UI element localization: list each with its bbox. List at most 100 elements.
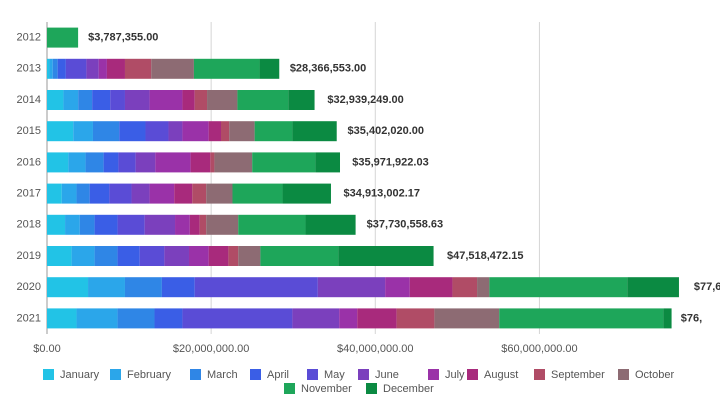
y-tick-label: 2017 <box>17 188 41 200</box>
bar-segment <box>208 246 229 266</box>
bar-segment <box>118 152 136 173</box>
y-tick-label: 2018 <box>17 219 41 231</box>
bar-segment <box>305 214 356 235</box>
legend-label: October <box>635 369 674 381</box>
y-tick-label: 2016 <box>17 156 41 168</box>
bar-segment <box>149 90 183 110</box>
bar-segment <box>65 214 80 235</box>
y-tick-label: 2013 <box>17 63 41 75</box>
bar-segment <box>145 121 169 142</box>
bar-segment <box>61 183 77 204</box>
bar-segment <box>194 90 208 110</box>
bar-segment <box>339 308 358 329</box>
x-tick-label: $0.00 <box>33 343 61 355</box>
legend-label: February <box>127 369 172 381</box>
total-label: $37,730,558.63 <box>367 219 443 231</box>
bar-segment <box>182 121 209 142</box>
bar-segment <box>124 277 162 298</box>
bar-segment <box>149 183 175 204</box>
bar-segment <box>135 152 156 173</box>
bar-segment <box>161 277 195 298</box>
bar-segment <box>76 183 90 204</box>
y-tick-label: 2019 <box>17 250 41 262</box>
y-tick-label: 2020 <box>17 281 41 293</box>
bar-segment <box>260 246 339 266</box>
legend-label: November <box>301 383 352 395</box>
bar-segment <box>151 58 194 79</box>
bar-segment <box>208 121 221 142</box>
bar-segment <box>117 214 145 235</box>
bar-segment <box>254 121 293 142</box>
bar-segment <box>229 121 255 142</box>
bar-segment <box>63 90 79 110</box>
bar-segment <box>292 308 340 329</box>
bar-segment <box>288 90 315 110</box>
legend-swatch <box>358 369 369 380</box>
bar-segment <box>47 308 77 329</box>
bar-segment <box>47 214 66 235</box>
bar-segment <box>131 183 150 204</box>
bar-segment <box>206 183 233 204</box>
legend-swatch <box>284 383 295 394</box>
legend-label: May <box>324 369 345 381</box>
x-tick-label: $20,000,000.00 <box>173 343 249 355</box>
bar-segment <box>489 277 628 298</box>
bar-segment <box>214 152 253 173</box>
bar-segment <box>73 121 93 142</box>
bar-segment <box>79 214 95 235</box>
bar-segment <box>76 308 118 329</box>
legend-swatch <box>428 369 439 380</box>
bar-segment <box>155 152 191 173</box>
bar-segment <box>47 90 64 110</box>
bar-segment <box>65 58 87 79</box>
bar-segment <box>92 90 111 110</box>
legend-label: January <box>60 369 100 381</box>
bar-segment <box>259 58 280 79</box>
bar-segment <box>117 246 140 266</box>
bar-segment <box>85 152 104 173</box>
bar-segment <box>210 152 215 173</box>
legend-swatch <box>467 369 478 380</box>
bar-segment <box>232 183 283 204</box>
bar-segment <box>317 277 386 298</box>
total-label: $35,402,020.00 <box>348 125 424 137</box>
y-tick-label: 2014 <box>17 94 41 106</box>
bar-segment <box>292 121 337 142</box>
bar-segment <box>89 183 110 204</box>
bar-segment <box>47 121 74 142</box>
bar-segment <box>627 277 679 298</box>
legend-label: December <box>383 383 434 395</box>
x-tick-label: $40,000,000.00 <box>337 343 413 355</box>
bar-segment <box>220 121 230 142</box>
bar-segment <box>175 214 190 235</box>
total-label: $32,939,249.00 <box>327 94 403 106</box>
bar-segment <box>78 90 93 110</box>
bar-segment <box>238 214 306 235</box>
bar-segment <box>168 121 183 142</box>
bar-segment <box>47 183 62 204</box>
total-label: $47,518,472.15 <box>447 250 523 262</box>
bar-segment <box>164 246 189 266</box>
bar-segment <box>385 277 410 298</box>
bar-segment <box>106 58 125 79</box>
bar-segment <box>192 183 207 204</box>
total-label: $77,6 <box>694 281 720 293</box>
bar-segment <box>477 277 490 298</box>
bar-segment <box>154 308 183 329</box>
legend-label: April <box>267 369 289 381</box>
total-label: $35,971,922.03 <box>352 156 428 168</box>
bar-segment <box>47 277 89 298</box>
legend-label: September <box>551 369 605 381</box>
bar-segment <box>88 277 125 298</box>
bar-segment <box>357 308 397 329</box>
y-tick-label: 2015 <box>17 125 41 137</box>
bar-segment <box>47 246 72 266</box>
bar-segment <box>103 152 119 173</box>
bar-segment <box>49 58 53 79</box>
bar-segment <box>68 152 86 173</box>
total-label: $3,787,355.00 <box>88 32 158 44</box>
legend-swatch <box>250 369 261 380</box>
bar-segment <box>124 58 152 79</box>
bar-segment <box>139 246 165 266</box>
bar-segment <box>282 183 331 204</box>
